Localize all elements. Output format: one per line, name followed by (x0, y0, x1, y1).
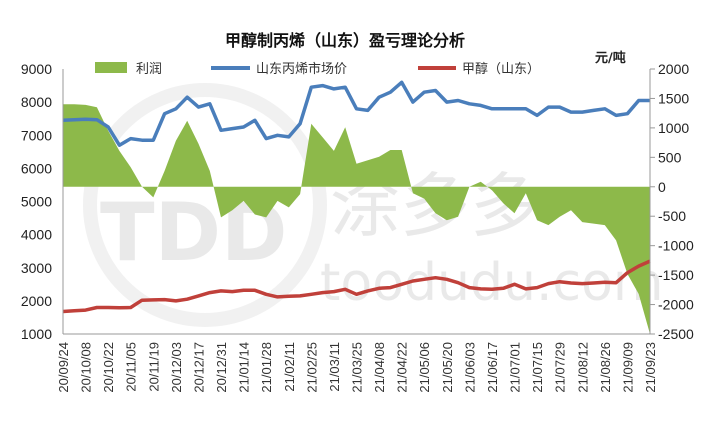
x-tick-label: 21/01/14 (237, 342, 252, 393)
right-tick-label: -2500 (658, 326, 694, 342)
axes: 9000800070006000500040003000200010002000… (21, 61, 694, 393)
right-tick-label: 500 (658, 149, 682, 165)
x-tick-label: 21/07/01 (508, 342, 523, 393)
legend-label-propylene: 山东丙烯市场价 (256, 61, 347, 77)
right-tick-label: -2000 (658, 297, 694, 313)
x-tick-label: 21/01/28 (259, 342, 274, 393)
x-tick-label: 20/12/03 (169, 342, 184, 393)
legend-label-profit: 利润 (136, 62, 162, 77)
x-tick-label: 20/12/17 (191, 342, 206, 393)
left-tick-label: 4000 (21, 227, 52, 243)
x-tick-label: 21/07/15 (530, 342, 545, 393)
x-tick-label: 21/04/22 (395, 342, 410, 393)
right-tick-label: 1500 (658, 90, 689, 106)
legend-swatch-profit (95, 62, 127, 73)
x-tick-label: 21/09/09 (620, 342, 635, 393)
watermark: TDD toodudu.com 涂多多 (83, 83, 664, 327)
left-tick-label: 2000 (21, 293, 52, 309)
x-tick-label: 20/11/19 (146, 342, 161, 392)
x-tick-label: 21/05/06 (417, 342, 432, 393)
x-tick-label: 20/10/08 (79, 342, 94, 393)
x-tick-label: 21/04/08 (372, 342, 387, 393)
series-line-propylene (62, 80, 650, 147)
left-tick-label: 7000 (21, 127, 52, 143)
right-tick-label: 2000 (658, 61, 689, 77)
x-tick-label: 21/06/03 (462, 342, 477, 393)
right-tick-label: 1000 (658, 120, 689, 136)
x-tick-label: 21/02/11 (282, 342, 297, 392)
left-tick-label: 6000 (21, 160, 52, 176)
plot-area (62, 80, 651, 334)
series-line-methanol (62, 259, 651, 314)
left-tick-label: 9000 (21, 61, 52, 77)
x-tick-label: 20/12/31 (214, 342, 229, 393)
x-tick-label: 21/09/23 (643, 342, 658, 393)
x-tick-label: 21/08/12 (575, 342, 590, 393)
legend: 利润 山东丙烯市场价 甲醇（山东） (95, 61, 540, 77)
x-tick-label: 21/06/17 (485, 342, 500, 393)
x-tick-label: 21/03/11 (327, 342, 342, 392)
left-tick-label: 5000 (21, 194, 52, 210)
right-tick-label: 0 (658, 179, 666, 195)
right-tick-label: -500 (658, 208, 686, 224)
chart-title: 甲醇制丙烯（山东）盈亏理论分析 (225, 31, 465, 50)
x-tick-label: 20/09/24 (56, 342, 71, 393)
x-tick-label: 21/03/25 (350, 342, 365, 393)
x-tick-label: 21/05/20 (440, 342, 455, 393)
left-tick-label: 8000 (21, 94, 52, 110)
right-tick-label: -1500 (658, 267, 694, 283)
left-tick-label: 1000 (21, 326, 52, 342)
right-tick-label: -1000 (658, 238, 694, 254)
x-tick-label: 20/10/22 (101, 342, 116, 393)
x-tick-label: 21/08/26 (598, 342, 613, 393)
x-tick-label: 20/11/05 (124, 342, 139, 392)
legend-label-methanol: 甲醇（山东） (462, 61, 540, 77)
x-tick-label: 21/02/25 (304, 342, 319, 393)
right-axis-unit: 元/吨 (595, 50, 626, 66)
left-tick-label: 3000 (21, 260, 52, 276)
x-tick-label: 21/07/29 (553, 342, 568, 393)
